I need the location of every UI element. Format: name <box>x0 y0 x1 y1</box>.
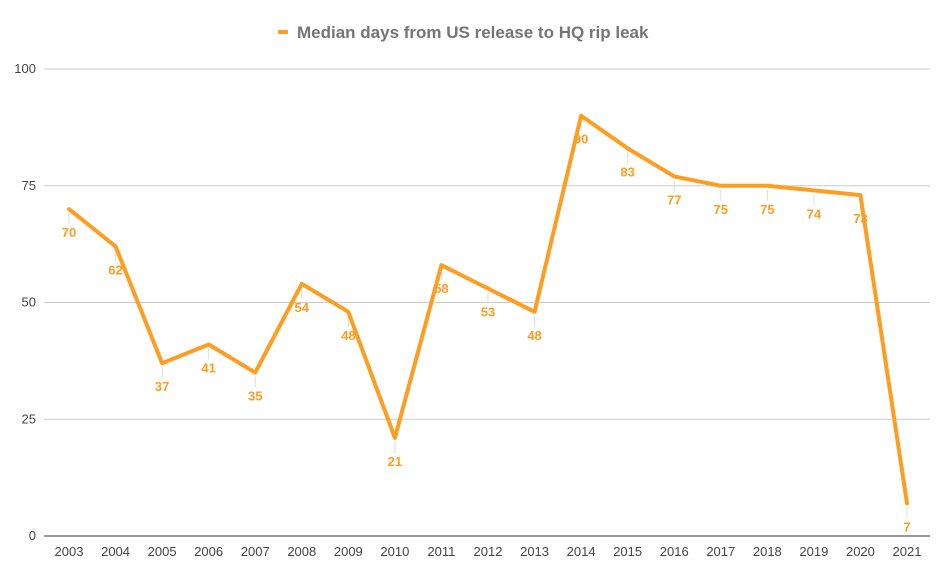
x-tick-label-2012: 2012 <box>474 544 503 559</box>
y-tick-label-25: 25 <box>22 411 36 426</box>
data-point-2014 <box>579 114 583 118</box>
data-label-2017: 75 <box>714 202 728 217</box>
data-label-2007: 35 <box>248 389 262 404</box>
data-point-2012 <box>486 286 490 290</box>
data-label-2011: 58 <box>434 281 448 296</box>
legend: Median days from US release to HQ rip le… <box>278 23 649 42</box>
data-point-2007 <box>253 371 257 375</box>
x-tick-label-2009: 2009 <box>334 544 363 559</box>
data-label-2012: 53 <box>481 304 495 319</box>
data-label-2021: 7 <box>903 519 910 534</box>
x-tick-label-2017: 2017 <box>706 544 735 559</box>
data-point-2009 <box>346 310 350 314</box>
data-label-2003: 70 <box>62 225 76 240</box>
data-point-2004 <box>114 244 118 248</box>
data-labels: 70 62 37 41 35 54 48 21 58 53 48 90 83 77 75 75 74 73 7 <box>62 132 911 535</box>
data-point-2011 <box>439 263 443 267</box>
data-point-2005 <box>160 361 164 365</box>
x-tick-label-2021: 2021 <box>893 544 922 559</box>
gridlines <box>44 68 930 537</box>
data-point-2003 <box>67 207 71 211</box>
x-tick-label-2004: 2004 <box>101 544 130 559</box>
data-label-2018: 75 <box>760 202 774 217</box>
x-tick-label-2016: 2016 <box>660 544 689 559</box>
data-point-2010 <box>393 436 397 440</box>
x-tick-label-2010: 2010 <box>380 544 409 559</box>
data-label-2014: 90 <box>574 132 588 147</box>
x-tick-label-2003: 2003 <box>55 544 84 559</box>
series-group <box>67 113 909 506</box>
legend-swatch <box>278 30 288 34</box>
y-tick-label-50: 50 <box>22 295 36 310</box>
legend-label: Median days from US release to HQ rip le… <box>297 23 649 42</box>
data-label-2006: 41 <box>201 361 215 376</box>
data-label-2015: 83 <box>620 164 634 179</box>
data-point-2017 <box>719 184 723 188</box>
data-label-2016: 77 <box>667 192 681 207</box>
data-label-2019: 74 <box>807 206 822 221</box>
x-tick-label-2013: 2013 <box>520 544 549 559</box>
data-point-2018 <box>765 184 769 188</box>
x-tick-label-2007: 2007 <box>241 544 270 559</box>
y-tick-label-0: 0 <box>29 528 36 543</box>
data-label-2020: 73 <box>853 211 867 226</box>
x-tick-label-2008: 2008 <box>287 544 316 559</box>
y-tick-label-75: 75 <box>22 178 36 193</box>
data-point-2008 <box>300 282 304 286</box>
data-label-2008: 54 <box>295 300 310 315</box>
x-tick-label-2014: 2014 <box>567 544 596 559</box>
x-tick-label-2011: 2011 <box>427 544 455 559</box>
x-tick-label-2015: 2015 <box>613 544 642 559</box>
data-label-2013: 48 <box>527 328 541 343</box>
x-tick-label-2005: 2005 <box>148 544 177 559</box>
data-label-2004: 62 <box>108 262 122 277</box>
data-point-2021 <box>905 501 909 505</box>
y-axis-tick-labels: 0 25 50 75 100 <box>14 61 36 543</box>
data-point-2015 <box>626 146 630 150</box>
x-tick-label-2020: 2020 <box>846 544 875 559</box>
x-tick-label-2018: 2018 <box>753 544 782 559</box>
y-tick-label-100: 100 <box>14 61 36 76</box>
data-label-2009: 48 <box>341 328 355 343</box>
x-tick-label-2019: 2019 <box>799 544 828 559</box>
series-line <box>67 113 909 506</box>
x-axis-tick-labels: 2003 2004 2005 2006 2007 2008 2009 2010 2011 2012… <box>55 544 922 559</box>
data-point-2016 <box>672 174 676 178</box>
data-point-2006 <box>207 343 211 347</box>
data-label-2005: 37 <box>155 379 169 394</box>
x-tick-label-2006: 2006 <box>194 544 223 559</box>
data-point-2020 <box>858 193 862 197</box>
data-point-2013 <box>533 310 537 314</box>
data-point-2019 <box>812 188 816 192</box>
data-label-2010: 21 <box>388 454 402 469</box>
